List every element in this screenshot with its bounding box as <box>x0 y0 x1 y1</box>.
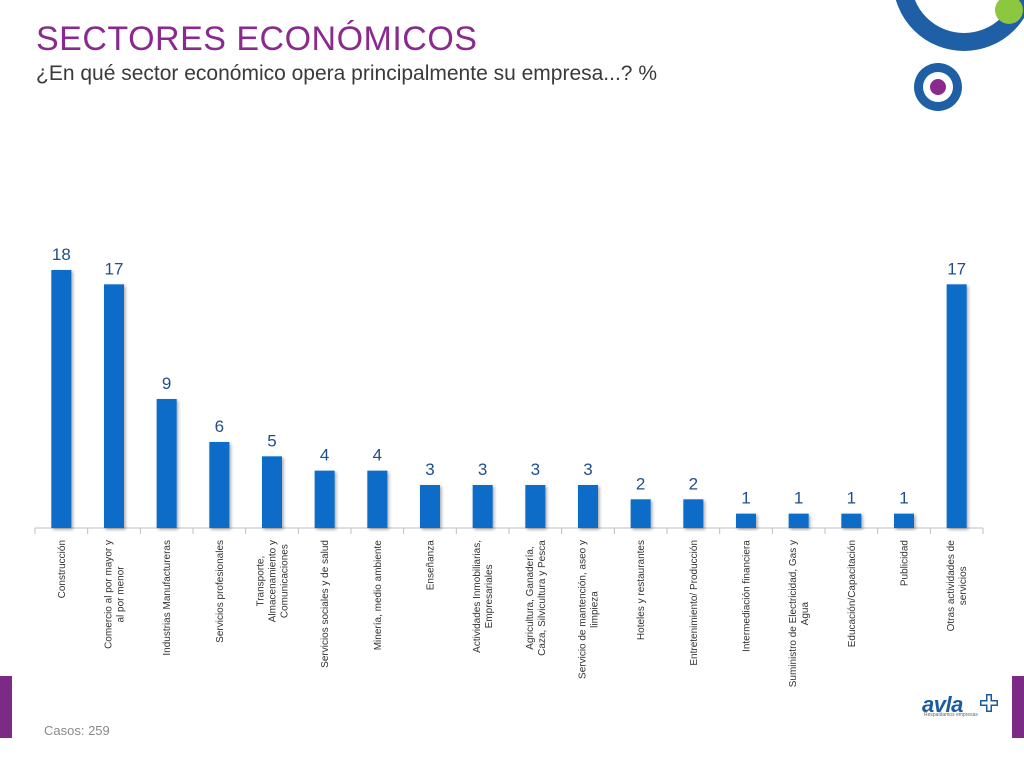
right-accent-bar <box>1012 676 1024 738</box>
bar <box>841 513 862 528</box>
bar <box>104 284 124 528</box>
data-label: 3 <box>478 460 487 479</box>
data-label: 2 <box>689 474 698 493</box>
bar <box>946 284 967 528</box>
data-label: 3 <box>583 460 592 479</box>
data-label: 1 <box>847 489 856 508</box>
bar-chart: 18 Construcción 17 Comercio al por mayor ya… <box>34 245 984 687</box>
bar <box>472 485 493 528</box>
data-label: 3 <box>425 460 434 479</box>
bar <box>788 513 809 528</box>
category-label: Comercio al por mayor yal por menor <box>104 540 127 649</box>
category-label: Educación/Capacitación <box>847 540 858 647</box>
bar <box>314 470 335 528</box>
category-label: Servicio de mantención, aseo ylimpieza <box>578 540 601 679</box>
data-label: 5 <box>267 431 276 450</box>
cases-note: Casos: 259 <box>44 723 110 738</box>
data-label: 1 <box>899 489 908 508</box>
bar <box>578 485 598 528</box>
data-label: 2 <box>636 474 645 493</box>
data-label: 18 <box>52 245 71 264</box>
bar <box>51 270 72 528</box>
decorative-circles-graphic <box>895 0 1024 111</box>
data-label: 17 <box>105 259 124 278</box>
category-label: Otras actividades deservicios <box>946 540 969 632</box>
category-label: Construcción <box>57 540 68 598</box>
data-label: 6 <box>215 417 224 436</box>
category-label: Entretenimiento/ Producción <box>689 540 700 666</box>
category-label: Enseñanza <box>426 540 437 590</box>
avla-logo: avla Respaldamos empresas <box>922 692 1002 722</box>
logo-tagline: Respaldamos empresas <box>924 712 978 718</box>
left-accent-bar <box>0 676 12 738</box>
bar <box>209 442 230 528</box>
data-label: 1 <box>794 489 803 508</box>
bar <box>156 399 177 528</box>
bar <box>262 456 282 528</box>
category-label: Publicidad <box>900 540 911 586</box>
category-label: Agricultura, Ganadería,Caza, Silvicultur… <box>525 540 548 656</box>
data-label: 9 <box>162 374 171 393</box>
category-label: Hoteles y restaurantes <box>636 540 647 640</box>
logo-wordmark: avla <box>922 692 963 717</box>
data-label: 4 <box>320 446 329 465</box>
page-title: SECTORES ECONÓMICOS <box>36 20 478 58</box>
logo-cross-icon <box>980 694 998 712</box>
category-label: Servicios sociales y de salud <box>320 540 331 668</box>
bar <box>683 499 704 528</box>
category-label: Actividades Inmobiliarias,Empresariales <box>472 540 495 653</box>
bar <box>420 485 440 528</box>
category-label: Transporte,Almacenamiento yComunicacione… <box>256 540 291 622</box>
bar <box>894 513 914 528</box>
bar <box>736 513 756 528</box>
category-label: Suministro de Electricidad, Gas yAgua <box>788 540 811 687</box>
data-label: 3 <box>531 460 540 479</box>
bar <box>630 499 651 528</box>
category-label: Intermediación financiera <box>742 540 753 652</box>
category-label: Minería, medio ambiente <box>373 540 384 650</box>
category-label: Servicios profesionales <box>215 540 226 643</box>
bar <box>367 470 388 528</box>
data-label: 4 <box>373 446 382 465</box>
data-label: 1 <box>741 489 750 508</box>
data-label: 17 <box>947 259 966 278</box>
bar <box>525 485 546 528</box>
category-label: Industrias Manufactureras <box>162 540 173 656</box>
chart-subtitle: ¿En qué sector económico opera principal… <box>36 62 657 85</box>
